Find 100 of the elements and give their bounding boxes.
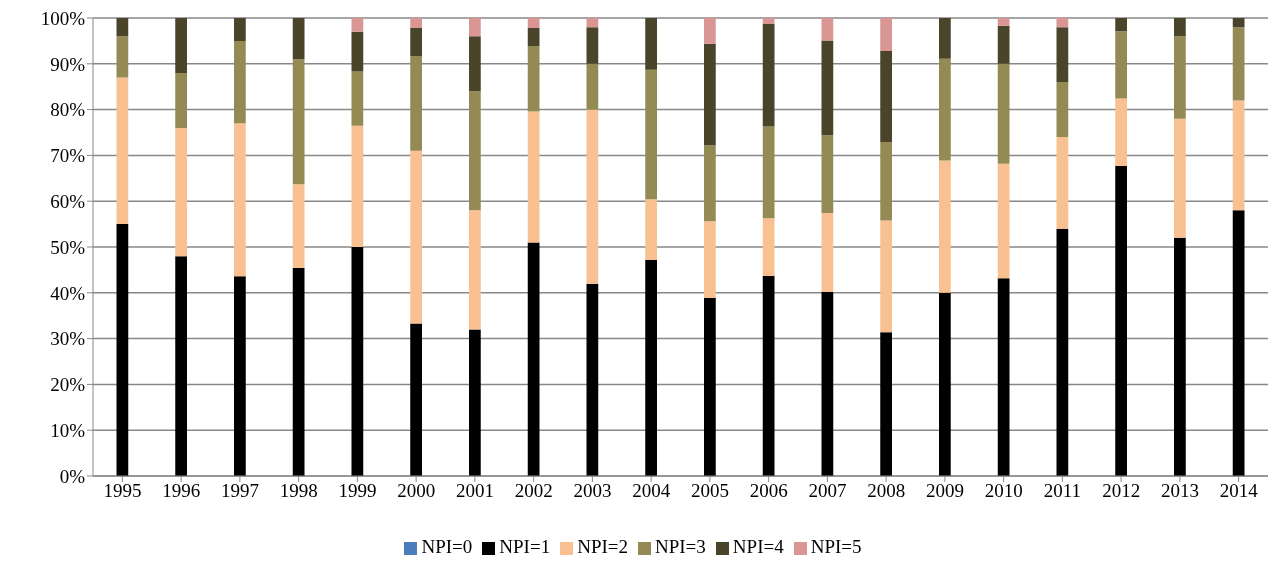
bar [821, 18, 834, 41]
bar [234, 18, 246, 41]
x-tick-label: 2003 [573, 480, 612, 502]
bar [527, 18, 540, 29]
bar [939, 58, 951, 161]
bar [586, 27, 599, 64]
bar [645, 18, 657, 70]
y-tick-label: 90% [50, 53, 86, 75]
bar [586, 18, 599, 28]
bar [1056, 137, 1069, 229]
x-tick-label: 2005 [690, 480, 729, 502]
bar [527, 28, 540, 46]
bar [1115, 165, 1127, 476]
bar [292, 18, 305, 60]
bar [292, 268, 305, 476]
bar [1174, 18, 1186, 37]
y-tick-label: 60% [50, 190, 86, 212]
x-tick-label: 2013 [1160, 480, 1199, 502]
x-tick-label: 2006 [749, 480, 788, 502]
x-tick-label: 1995 [103, 480, 142, 502]
bar [939, 18, 951, 59]
x-tick-label: 2001 [455, 480, 494, 502]
x-tick-label: 1999 [338, 480, 377, 502]
bar [116, 36, 129, 78]
bar [351, 18, 364, 32]
bar [586, 109, 599, 284]
bar [586, 63, 599, 110]
bar [821, 135, 834, 214]
y-tick-label: 40% [50, 282, 86, 304]
bar [527, 111, 540, 243]
bar [880, 18, 892, 51]
legend-label: NPI=1 [499, 536, 551, 557]
bar [880, 332, 892, 476]
bar [1056, 27, 1069, 83]
y-tick-label: 50% [50, 236, 86, 258]
bar [527, 242, 540, 476]
bar [704, 18, 716, 44]
x-tick-label: 2012 [1102, 480, 1141, 502]
bar [234, 123, 246, 277]
y-tick-label: 100% [40, 7, 86, 29]
y-tick-label: 80% [50, 99, 86, 121]
x-tick-label: 1996 [162, 480, 201, 502]
legend-label: NPI=2 [577, 536, 628, 557]
bar [469, 91, 481, 211]
bar [762, 275, 775, 476]
bar [1115, 18, 1127, 32]
legend-label: NPI=3 [655, 536, 706, 557]
bar [997, 18, 1010, 26]
y-tick-label: 20% [50, 374, 86, 396]
x-tick-label: 1998 [279, 480, 318, 502]
legend-label: NPI=4 [732, 536, 784, 557]
bar [175, 72, 187, 128]
bar [645, 259, 657, 476]
bar [586, 283, 599, 476]
bar [410, 28, 422, 57]
bar [175, 127, 187, 257]
bar [175, 256, 187, 476]
x-tick-label: 2002 [514, 480, 553, 502]
y-tick-label: 10% [50, 419, 86, 441]
x-tick-label: 2004 [632, 480, 671, 502]
bar [234, 276, 246, 476]
bar [469, 36, 481, 92]
bar [880, 50, 892, 143]
x-tick-label: 2011 [1043, 480, 1082, 502]
bar [1056, 82, 1069, 138]
bar [762, 126, 775, 219]
bar [1174, 36, 1186, 119]
bar [821, 213, 834, 292]
bar [1115, 31, 1127, 99]
legend-label: NPI=5 [810, 536, 862, 557]
bar [997, 163, 1010, 279]
bar [410, 18, 422, 29]
bar [704, 221, 716, 298]
bar [1232, 27, 1245, 101]
legend-label: NPI=0 [421, 536, 473, 557]
bar [1115, 98, 1127, 166]
bar [939, 292, 951, 476]
bar [469, 329, 481, 476]
bar [116, 224, 129, 476]
bar [1232, 210, 1245, 476]
x-tick-label: 2000 [397, 480, 436, 502]
bar [351, 247, 364, 476]
bar [762, 23, 775, 127]
x-tick-label: 2007 [808, 480, 847, 502]
bar [292, 59, 305, 185]
bar [997, 25, 1010, 64]
bar [1056, 18, 1069, 28]
bar [821, 40, 834, 136]
bar [292, 184, 305, 269]
bar [175, 18, 187, 73]
bar [1174, 237, 1186, 476]
bar [469, 210, 481, 330]
x-tick-label: 2008 [867, 480, 906, 502]
bar [1174, 118, 1186, 238]
x-tick-label: 2014 [1219, 480, 1259, 502]
bar [997, 63, 1010, 164]
y-tick-label: 70% [50, 145, 86, 167]
bar [939, 160, 951, 293]
bar [704, 43, 716, 146]
bar [645, 69, 657, 200]
